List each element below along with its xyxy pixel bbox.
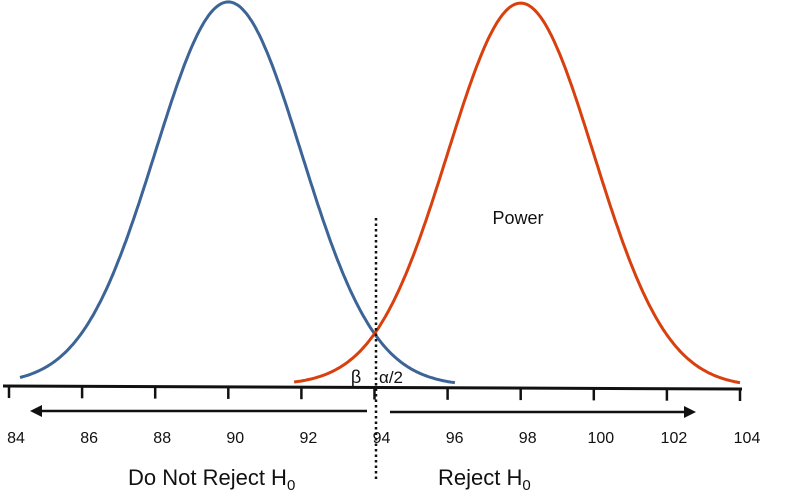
x-tick-label: 86: [80, 430, 98, 447]
do-not-reject-label: Do Not Reject H0: [128, 465, 295, 490]
x-tick-label: 102: [661, 430, 688, 447]
x-tick-label: 100: [587, 430, 614, 447]
x-tick-label: 104: [734, 430, 761, 447]
x-tick-label: 92: [300, 430, 318, 447]
x-axis-line: [2, 384, 743, 391]
x-tick-label: 90: [226, 430, 244, 447]
x-tick-label: 96: [446, 430, 464, 447]
alpha-half-label: α/2: [379, 368, 403, 387]
alternative-distribution-curve: [293, 1, 741, 385]
do-not-reject-arrow: [30, 405, 367, 417]
power-label: Power: [492, 208, 543, 228]
x-tick-label: 88: [153, 430, 171, 447]
reject-label: Reject H0: [438, 465, 531, 490]
null-distribution-curve: [19, 0, 456, 385]
beta-label: β: [351, 367, 361, 387]
reject-arrow: [390, 406, 696, 418]
x-tick-label: 84: [7, 430, 25, 447]
x-tick-label: 98: [519, 430, 537, 447]
